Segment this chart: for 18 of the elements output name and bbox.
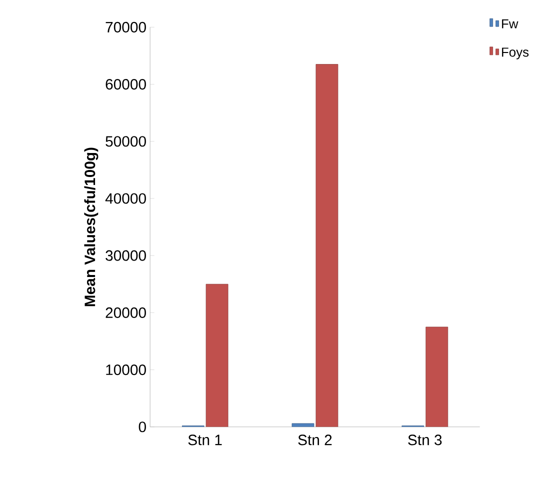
x-tick-label: Stn 1 bbox=[188, 434, 222, 446]
x-tick-label: Stn 3 bbox=[408, 434, 442, 446]
y-axis-title: Mean Values(cfu/100g) bbox=[84, 148, 98, 306]
bar bbox=[206, 284, 228, 427]
y-tick-label: 10000 bbox=[106, 364, 146, 376]
legend-label: Fw bbox=[502, 19, 518, 28]
y-tick-label: 40000 bbox=[105, 193, 146, 204]
y-tick-label: 0 bbox=[138, 422, 146, 432]
y-tick-label: 70000 bbox=[106, 22, 146, 32]
y-tick-label: 30000 bbox=[106, 250, 146, 261]
bar bbox=[426, 326, 448, 427]
y-tick-label: 60000 bbox=[106, 78, 146, 90]
x-tick-label: Stn 2 bbox=[298, 434, 332, 446]
y-tick-label: 50000 bbox=[106, 136, 146, 147]
bar bbox=[316, 64, 338, 427]
y-tick-label: 20000 bbox=[106, 307, 146, 318]
bar bbox=[292, 423, 314, 427]
legend-label: Foys bbox=[502, 48, 529, 60]
